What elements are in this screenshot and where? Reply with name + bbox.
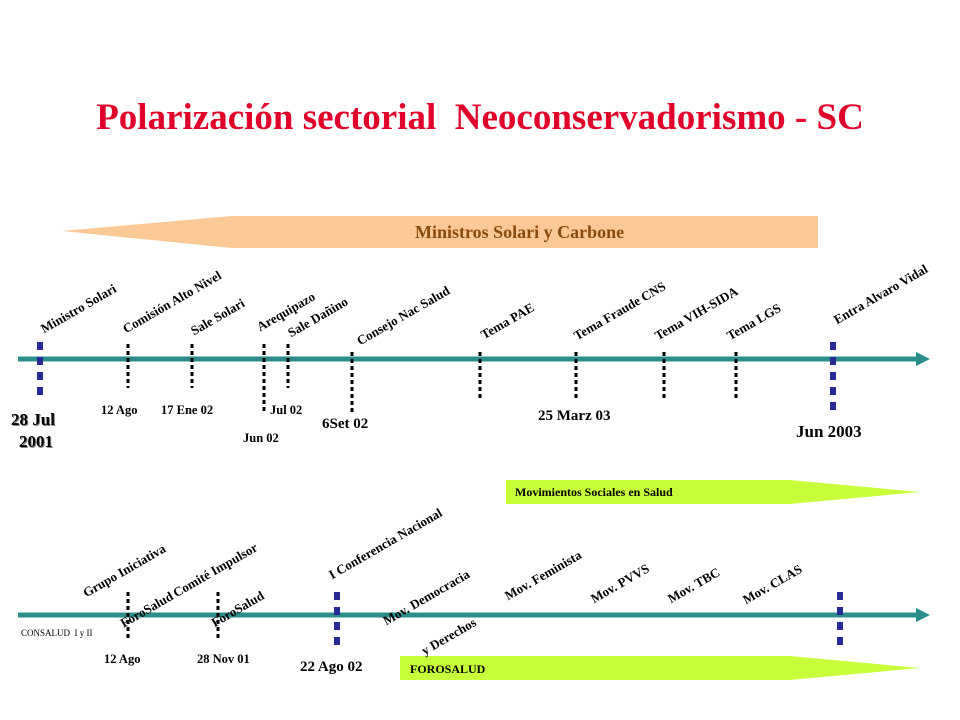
bottom-timeline-arrowhead — [916, 608, 930, 622]
date-b-12ago: 12 Ago — [104, 652, 141, 666]
date-jun02: Jun 02 — [243, 431, 279, 445]
date-17ene02: 17 Ene 02 — [161, 403, 214, 417]
consalud-label: CONSALUD I y II — [21, 628, 93, 638]
date-b-28nov01: 28 Nov 01 — [197, 652, 250, 666]
ministros-band-label: Ministros Solari y Carbone — [415, 222, 625, 242]
forosalud-band — [400, 656, 920, 680]
event-mov-democracia-line1: Mov. Democracia — [380, 566, 473, 629]
ministros-band — [62, 216, 818, 248]
event-comite-impulsor-line1: Comité Impulsor — [170, 539, 260, 601]
movimientos-band-label: Movimientos Sociales en Salud — [515, 485, 673, 499]
date-jul02: Jul 02 — [270, 403, 303, 417]
top-timeline-arrowhead — [916, 352, 930, 366]
date-start-year: 2001 — [19, 432, 53, 451]
event-grupo-iniciativa-line1: Grupo Iniciativa — [80, 540, 169, 601]
forosalud-label: FOROSALUD — [410, 662, 486, 676]
date-start-month: 28 Jul — [11, 410, 55, 429]
movimientos-band — [506, 480, 920, 504]
date-25marz03: 25 Marz 03 — [538, 408, 611, 424]
date-12ago: 12 Ago — [101, 403, 138, 417]
date-jun2003: Jun 2003 — [796, 422, 862, 441]
date-b-22ago02: 22 Ago 02 — [300, 659, 363, 675]
date-6set02: 6Set 02 — [322, 416, 369, 432]
page-title: Polarización sectorial Neoconservadorism… — [96, 97, 864, 138]
